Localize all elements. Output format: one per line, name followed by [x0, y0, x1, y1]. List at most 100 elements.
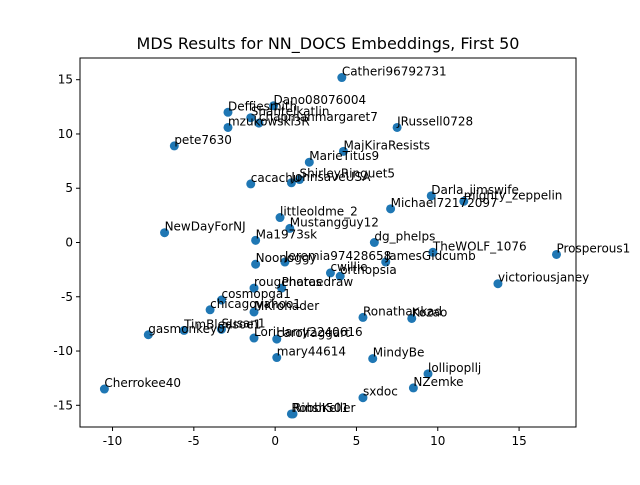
y-tick-label: 0	[65, 236, 73, 250]
point-label: JRussell0728	[396, 114, 473, 128]
data-point	[386, 204, 396, 214]
data-point	[99, 384, 109, 394]
data-point	[160, 228, 170, 238]
data-point	[272, 353, 282, 363]
data-point	[428, 247, 438, 257]
point-label: Catheri96792731	[342, 65, 447, 79]
point-label: ShirleyRinguet5	[300, 167, 396, 181]
point-label: lollipopllj	[428, 361, 481, 375]
x-tick-label: 15	[511, 434, 526, 448]
axis-ticks: -10 -5 0 5 10 15 -15 -10 -5 0 5 10 15	[53, 73, 526, 448]
point-label: sxdoc	[363, 385, 398, 399]
point-label: chapmanmargaret7	[259, 110, 378, 124]
data-point	[368, 354, 378, 364]
data-point	[335, 271, 345, 281]
point-label: gasmonkey07	[148, 322, 232, 336]
y-tick-label: -15	[53, 398, 73, 412]
data-point	[358, 393, 368, 403]
data-point	[337, 73, 347, 83]
data-point	[246, 113, 256, 123]
point-label: Cherrokee40	[104, 376, 181, 390]
data-point	[408, 383, 418, 393]
data-point	[407, 313, 417, 323]
point-label: LoriHarry2240616	[254, 325, 363, 339]
data-point	[216, 295, 226, 305]
data-point	[280, 257, 290, 267]
point-label: carolfaggart	[277, 326, 350, 340]
data-point	[223, 107, 233, 117]
point-label: MajKiraResists	[343, 138, 430, 152]
point-label: Dano08076004	[274, 93, 367, 107]
data-point	[205, 305, 215, 315]
data-point	[249, 333, 259, 343]
point-label: JohnsaveUSA	[290, 170, 371, 184]
data-point	[143, 330, 153, 340]
point-label: orthopsia	[340, 263, 396, 277]
data-point	[249, 283, 259, 293]
point-label: Jeremia97428658	[284, 249, 391, 263]
data-point	[551, 249, 561, 259]
point-label: cwillie	[330, 260, 367, 274]
point-label: MarieTitus9	[309, 149, 379, 163]
data-point	[179, 325, 189, 335]
point-label: Prosperous1	[556, 241, 630, 255]
point-label: Pharaedraw	[282, 275, 354, 289]
x-tick-label: -10	[103, 434, 123, 448]
data-point	[277, 283, 287, 293]
y-tick-label: -10	[53, 344, 73, 358]
data-point	[249, 307, 259, 317]
point-label: chicagoyahoo1	[210, 297, 301, 311]
point-label: mzukowski3R	[228, 114, 310, 128]
point-label: Rinsh501	[293, 401, 349, 415]
point-label: Ma1973sk	[256, 227, 317, 241]
y-tick-label: -5	[61, 290, 73, 304]
point-label: Michael72172097	[391, 196, 498, 210]
x-tick-label: 10	[430, 434, 445, 448]
data-point	[358, 312, 368, 322]
point-label: victoriousjaney	[498, 271, 589, 285]
y-tick-label: 10	[58, 127, 73, 141]
data-point	[459, 196, 469, 206]
data-point	[369, 238, 379, 247]
data-point	[304, 157, 314, 167]
data-point	[246, 179, 256, 189]
chart-title: MDS Results for NN_DOCS Embeddings, Firs…	[137, 34, 520, 54]
point-label: NewDayForNJ	[165, 220, 246, 234]
data-point	[423, 369, 433, 379]
data-point	[169, 141, 179, 151]
point-label: dg_phelps	[374, 230, 435, 244]
data-point	[269, 101, 279, 111]
point-label: rougenotes	[254, 275, 322, 289]
point-label: TimBledsoe1	[183, 317, 261, 331]
point-label: Shantelkatlin	[251, 105, 330, 119]
point-label: Darla_jimswife	[431, 183, 519, 197]
y-tick-label: 15	[58, 73, 73, 87]
point-label: MKrohader	[254, 299, 319, 313]
data-point	[286, 409, 296, 419]
point-label: cacachu	[251, 171, 301, 185]
data-point	[381, 257, 391, 267]
point-label: mighty_zeppelin	[464, 188, 563, 202]
point-label: Mustangguy12	[290, 215, 379, 229]
point-label: RobbKeller	[291, 401, 355, 415]
data-point	[325, 268, 335, 278]
point-label: Deffiesmith	[228, 99, 297, 113]
point-label: mary44614	[277, 345, 346, 359]
point-label: MindyBe	[373, 346, 425, 360]
x-tick-label: 0	[271, 434, 279, 448]
point-label: Susan1	[221, 316, 265, 330]
data-point	[286, 178, 296, 188]
x-tick-label: -5	[188, 434, 200, 448]
data-point	[295, 175, 305, 185]
data-point	[223, 122, 233, 132]
data-point	[251, 235, 261, 245]
x-tick-label: 5	[353, 434, 361, 448]
data-point	[392, 122, 402, 132]
data-point	[493, 279, 503, 289]
point-label: cosmopga1	[221, 287, 290, 301]
data-point	[275, 213, 285, 223]
data-point	[216, 324, 226, 334]
data-point	[272, 334, 282, 344]
